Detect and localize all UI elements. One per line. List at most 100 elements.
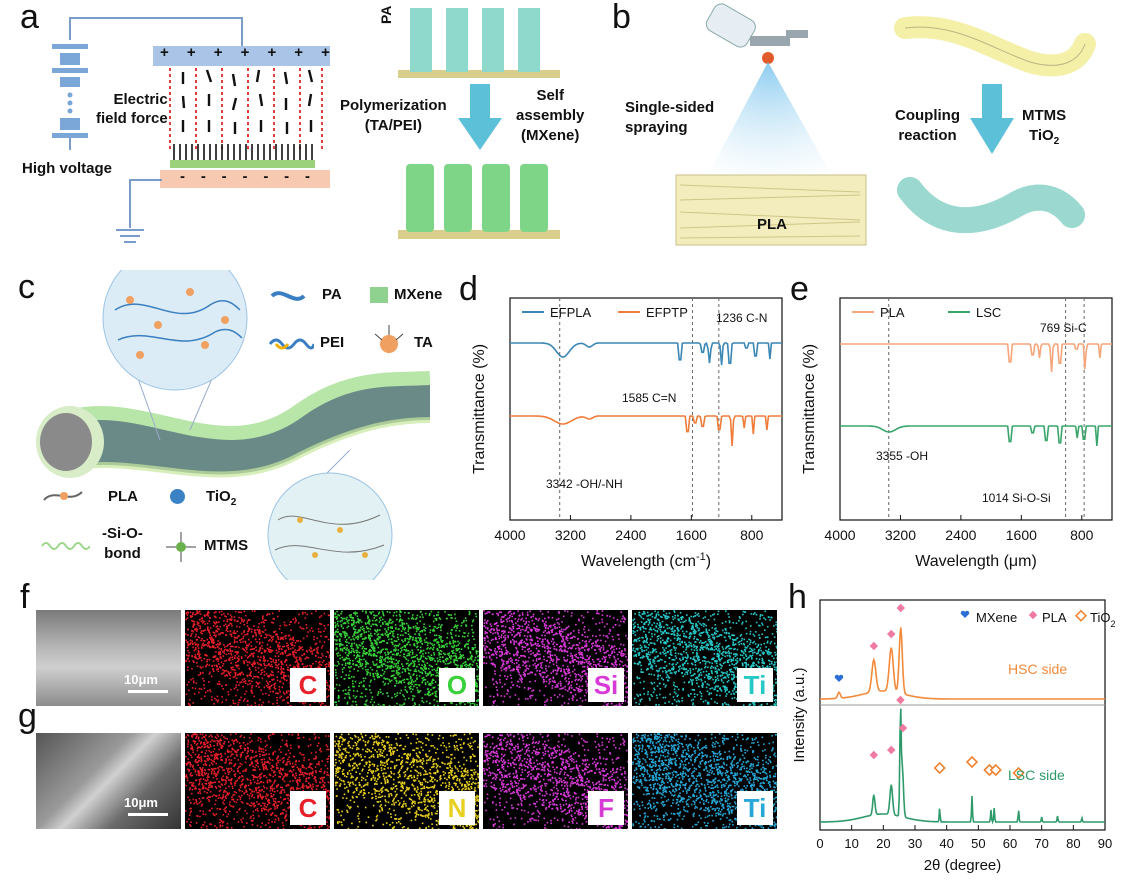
panel-label-c: c	[18, 268, 35, 306]
mxene-legend-icon	[370, 287, 388, 303]
series-label-lsc: LSC side	[1008, 767, 1065, 783]
pei-legend-icon	[268, 338, 314, 350]
minus-sign: -	[284, 168, 290, 185]
element-label: C	[290, 668, 326, 702]
spraying-diagram	[675, 3, 1096, 246]
series-label-hsc: HSC side	[1008, 661, 1067, 677]
minus-sign: -	[180, 168, 185, 185]
electrospinning-diagram	[52, 8, 560, 243]
minus-sign: -	[200, 168, 206, 185]
legend-pa: PA	[322, 286, 342, 303]
minus-sign: -	[263, 168, 269, 185]
fiber-cross-section	[40, 413, 92, 471]
tio2-legend-icon	[170, 489, 185, 504]
pla-peak-marker	[869, 750, 879, 760]
scale-bar-g	[128, 813, 168, 816]
plus-sign: +	[160, 44, 169, 61]
ftir-chart-e: 4000 3200 2400 1600 800 PLA LSC 3355 -OH 1014 Si…	[801, 297, 1113, 570]
legend-tio2: TiO2	[206, 488, 237, 508]
element-label: Si	[588, 668, 624, 702]
eds-map-f-si: Si	[483, 610, 628, 706]
x-axis-label: 2θ (degree)	[924, 857, 1002, 874]
ground-icon	[116, 229, 144, 243]
legend-pei: PEI	[320, 334, 345, 351]
legend-label: PLA	[1042, 610, 1067, 625]
peak-annotation: 1014 Si-O-Si	[982, 491, 1051, 505]
tio2-peak-marker	[933, 761, 946, 775]
legend-label: EFPLA	[550, 305, 592, 320]
peak-annotation: 1585 C=N	[622, 391, 676, 405]
pla-legend-icon	[43, 491, 83, 501]
x-tick-label: 20	[876, 836, 890, 851]
pla-peak-marker	[896, 695, 905, 705]
legend-si-o-bond: -Si-O- bond	[102, 525, 143, 562]
scale-bar-label-g: 10μm	[124, 795, 158, 810]
element-label: Ti	[737, 668, 773, 702]
x-tick-label: 4000	[824, 527, 855, 543]
ftir-chart-d: 4000 3200 2400 1600 800 EFPLA EFPTP 3342 -OH/-N…	[471, 297, 783, 570]
x-tick-label: 800	[740, 527, 764, 543]
x-tick-label: 2400	[945, 527, 976, 543]
series-line-hsc	[820, 627, 1105, 700]
panel-label-e: e	[790, 270, 809, 308]
eds-map-g-f: F	[483, 733, 628, 829]
eds-map-f-c: C	[185, 610, 330, 706]
pa-label: PA	[378, 5, 394, 24]
plus-sign: +	[267, 44, 277, 61]
coupling-reaction-label: Coupling reaction	[895, 107, 960, 144]
plus-sign: +	[321, 44, 330, 61]
panel-label-b: b	[612, 0, 631, 36]
legend-mxene: MXene	[394, 286, 443, 303]
element-label: C	[290, 791, 326, 825]
xrd-chart-h: 0 10 20 30 40 50 60 70 80 90 MXene PLA TiO2 HSC side L…	[791, 599, 1115, 874]
mxene-legend-swatch	[960, 610, 970, 618]
high-voltage-label: High voltage	[22, 160, 113, 177]
element-label: O	[439, 668, 475, 702]
plot-frame	[819, 599, 1106, 831]
minus-sign-row: -------	[180, 168, 310, 185]
pla-peak-marker	[887, 745, 896, 755]
mxene-peak-marker	[834, 674, 844, 682]
eds-map-f-o: O	[334, 610, 479, 706]
peak-annotation: 769 Si-C	[1040, 321, 1087, 335]
x-tick-label: 70	[1034, 836, 1048, 851]
pa-zoom-bubble	[102, 270, 248, 391]
pla-peak-marker	[896, 603, 905, 613]
legend-label: PLA	[880, 305, 905, 320]
y-axis-label: Transmittance (%)	[801, 344, 818, 474]
x-tick-label: 3200	[555, 527, 586, 543]
battery-icon	[52, 44, 88, 138]
series-line-lsc	[840, 425, 1112, 447]
minus-sign: -	[242, 168, 248, 185]
legend-label: MXene	[976, 610, 1017, 625]
peak-annotation: 3355 -OH	[876, 449, 928, 463]
series-line-efpla	[510, 341, 782, 366]
ta-legend-icon	[374, 325, 404, 353]
tio2-legend-swatch	[1074, 609, 1088, 622]
sem-image-g: 10μm	[36, 733, 181, 829]
y-axis-label: Intensity (a.u.)	[791, 667, 808, 762]
legend-label: TiO2	[1090, 610, 1115, 629]
x-tick-label: 3200	[885, 527, 916, 543]
x-tick-label: 60	[1003, 836, 1017, 851]
minus-sign: -	[221, 168, 227, 185]
x-tick-label: 2400	[615, 527, 646, 543]
pla-zoom-bubble	[267, 472, 393, 580]
series-line-lsc	[820, 708, 1105, 825]
legend-label: EFPTP	[646, 305, 688, 320]
plus-sign-row: + + + + + + +	[160, 44, 330, 61]
plus-sign: +	[213, 44, 223, 61]
plot-frame	[509, 297, 783, 521]
mtms-tio2-label: MTMS TiO2	[1022, 107, 1067, 147]
x-tick-label: 800	[1070, 527, 1094, 543]
x-tick-label: 1600	[1006, 527, 1037, 543]
eds-map-g-ti: Ti	[632, 733, 777, 829]
process-arrow-b	[970, 84, 1014, 154]
pla-fiber	[894, 16, 1096, 77]
eds-map-f-ti: Ti	[632, 610, 777, 706]
x-axis-label: Wavelength (μm)	[915, 553, 1037, 570]
pla-peak-marker	[887, 629, 896, 639]
plus-sign: +	[186, 44, 196, 61]
x-tick-label: 1600	[676, 527, 707, 543]
legend-mtms: MTMS	[204, 537, 249, 554]
